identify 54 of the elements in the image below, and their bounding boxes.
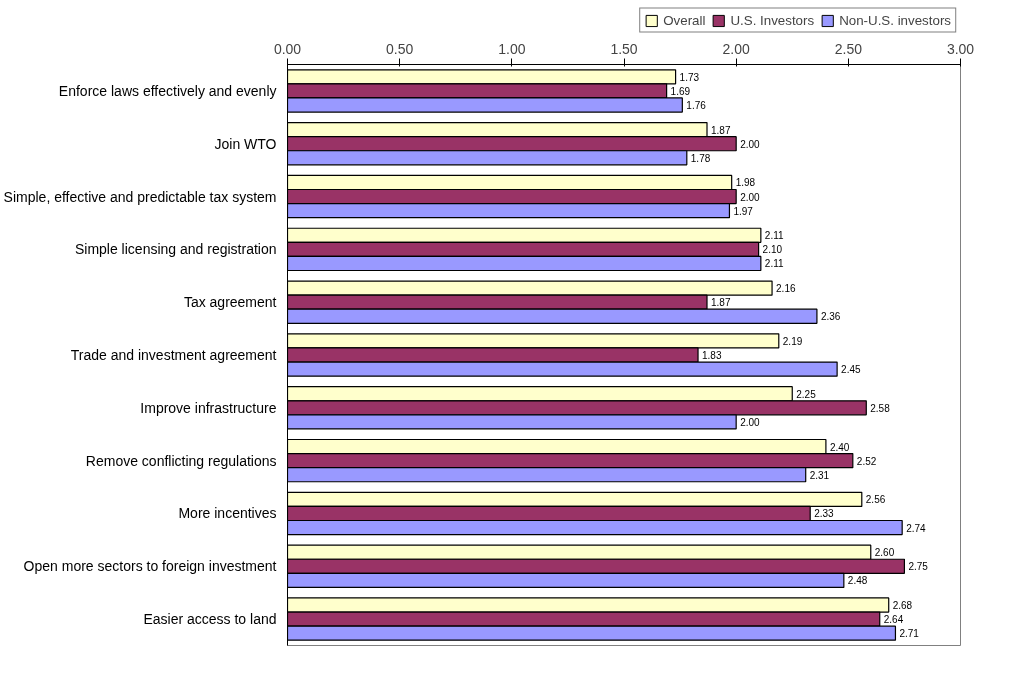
data-label: 2.11 (764, 258, 784, 270)
data-label: 2.31 (809, 469, 830, 481)
data-label: 1.69 (670, 85, 691, 97)
y-tick-label: Trade and investment agreement (70, 347, 277, 363)
data-label: 2.48 (847, 575, 868, 587)
data-label: 2.00 (740, 138, 761, 150)
data-label: 2.40 (829, 441, 850, 453)
data-label: 1.73 (679, 71, 700, 83)
data-label: 2.71 (899, 628, 920, 640)
data-label: 1.87 (711, 297, 731, 309)
legend-label: Non-U.S. investors (839, 12, 951, 28)
data-label: 1.83 (702, 350, 722, 361)
y-tick-label: More incentives (178, 505, 277, 522)
y-tick-label: Simple, effective and predictable tax system (3, 188, 277, 205)
legend-label: U.S. Investors (730, 12, 815, 28)
data-label: 2.60 (874, 547, 895, 559)
x-tick-label: 1.00 (498, 40, 526, 57)
data-label: 2.74 (906, 522, 927, 534)
data-label: 2.58 (870, 402, 891, 414)
x-tick-label: 1.50 (610, 40, 638, 57)
legend-label: Overall (663, 12, 706, 28)
y-tick-label: Open more sectors to foreign investment (23, 558, 277, 575)
data-label: 1.87 (711, 124, 731, 136)
x-tick-label: 2.50 (834, 40, 863, 57)
data-label: 2.19 (782, 335, 803, 347)
x-tick-label: 0.00 (273, 40, 302, 57)
y-tick-label: Tax agreement (183, 294, 277, 311)
data-label: 1.98 (735, 177, 756, 189)
data-label: 2.36 (820, 311, 841, 323)
data-label: 2.00 (740, 416, 761, 428)
x-tick-label: 2.00 (722, 40, 750, 57)
data-label: 2.45 (841, 364, 862, 376)
y-tick-label: Easier access to land (143, 611, 277, 628)
y-tick-label: Enforce laws effectively and evenly (58, 82, 277, 99)
data-label: 2.64 (883, 614, 904, 626)
data-label: 2.10 (762, 244, 783, 256)
data-label: 2.00 (740, 191, 761, 203)
y-tick-label: Improve infrastructure (140, 399, 277, 416)
data-label: 2.75 (908, 561, 929, 573)
data-label: 1.78 (690, 152, 711, 164)
x-tick-label: 0.50 (386, 40, 414, 57)
y-tick-label: Remove conflicting regulations (85, 452, 277, 469)
x-tick-label: 3.00 (946, 40, 975, 57)
data-label: 2.33 (814, 508, 835, 520)
y-tick-label: Simple licensing and registration (74, 241, 277, 258)
data-label: 2.52 (856, 455, 877, 467)
data-label: 2.11 (764, 230, 784, 242)
y-tick-label: Join WTO (214, 135, 277, 152)
data-label: 1.97 (733, 205, 754, 217)
data-label: 2.56 (865, 494, 886, 506)
data-label: 2.16 (776, 283, 796, 295)
data-label: 1.76 (686, 99, 707, 111)
data-label: 2.25 (796, 388, 817, 400)
data-label: 2.68 (892, 600, 913, 612)
